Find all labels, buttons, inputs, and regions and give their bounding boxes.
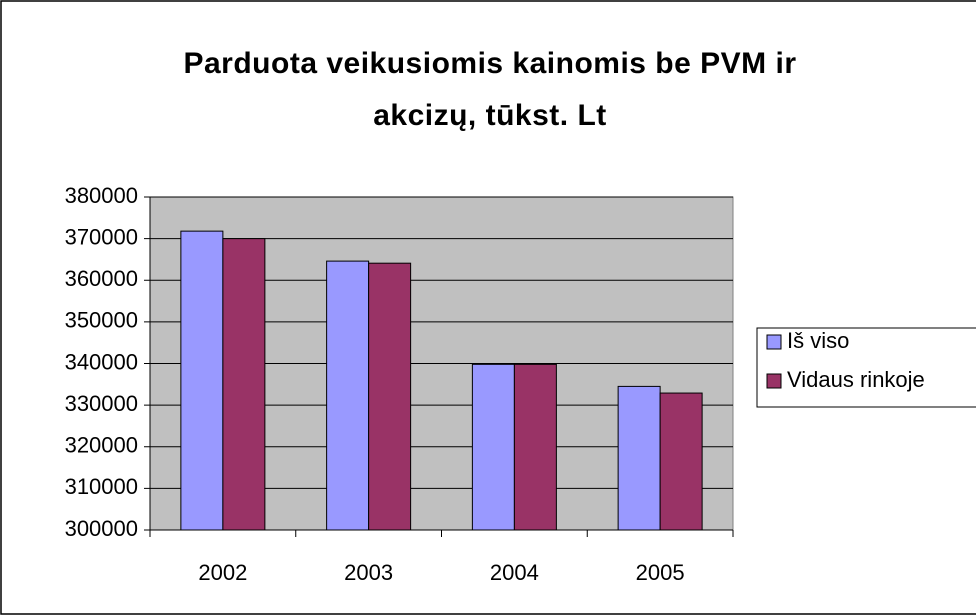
bar	[659, 392, 703, 531]
bar	[368, 262, 412, 531]
bar	[180, 230, 224, 531]
x-tick-label: 2003	[344, 560, 393, 585]
y-tick-label: 330000	[65, 391, 138, 416]
bar	[222, 238, 266, 531]
y-tick-label: 310000	[65, 474, 138, 499]
x-tick-label: 2004	[490, 560, 539, 585]
bar	[617, 385, 661, 531]
x-tick-label: 2005	[636, 560, 685, 585]
legend-label: Iš viso	[787, 328, 849, 353]
legend-swatch	[766, 334, 782, 350]
y-tick-label: 360000	[65, 266, 138, 291]
chart-title: Parduota veikusiomis kainomis be PVM ir …	[183, 47, 797, 132]
legend-label: Vidaus rinkoje	[787, 367, 925, 392]
bar	[513, 363, 557, 531]
y-tick-label: 350000	[65, 308, 138, 333]
x-tick-label: 2002	[198, 560, 247, 585]
y-tick-label: 380000	[65, 183, 138, 208]
y-tick-label: 370000	[65, 224, 138, 249]
y-tick-label: 320000	[65, 433, 138, 458]
legend-box	[756, 327, 976, 408]
y-tick-label: 300000	[65, 516, 138, 541]
legend-swatch	[766, 373, 782, 389]
y-tick-label: 340000	[65, 349, 138, 374]
bar	[326, 260, 370, 531]
bar	[471, 363, 515, 531]
